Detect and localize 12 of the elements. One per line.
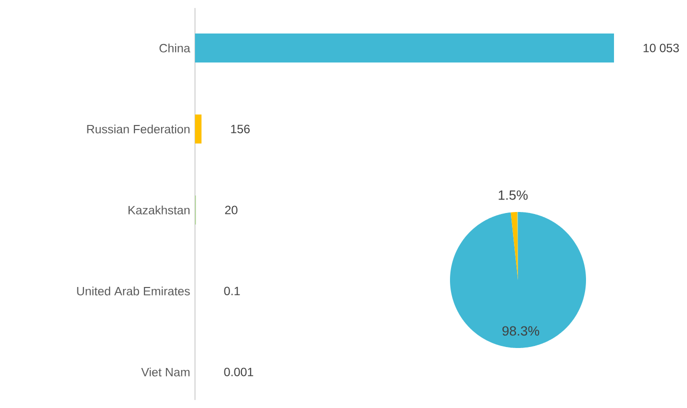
y-tick-label: Kazakhstan — [128, 206, 190, 214]
data-label: 20 — [225, 206, 238, 214]
data-label: 156 — [231, 124, 250, 134]
data-label: 1.5% — [498, 190, 528, 200]
data-label: 0.1 — [224, 286, 240, 296]
data-label: 10 053 — [644, 44, 679, 52]
y-tick-label: Russian Federation — [87, 124, 190, 134]
data-label: 0.001 — [224, 368, 254, 376]
y-tick-label: Viet Nam — [141, 368, 190, 376]
y-tick-label: China — [160, 44, 190, 52]
y-tick-label: United Arab Emirates — [77, 286, 190, 296]
data-label: 98.3% — [502, 326, 540, 336]
